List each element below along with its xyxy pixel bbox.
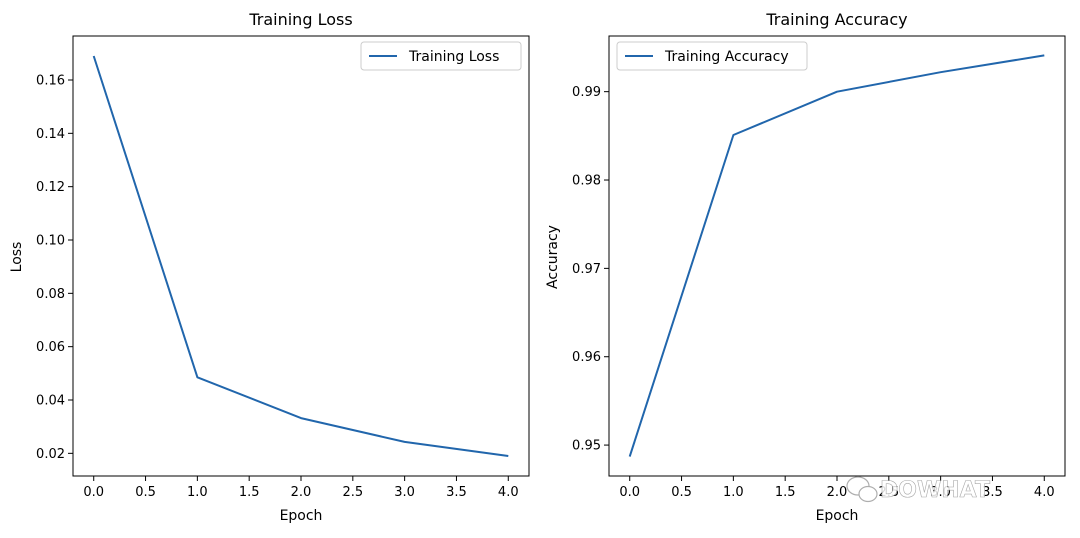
legend-box [616, 41, 808, 71]
y-axis-label: Loss [9, 242, 25, 273]
x-tick-label: 2.5 [342, 485, 363, 500]
y-tick-label: 0.96 [572, 350, 601, 365]
legend: Training Loss [360, 41, 522, 71]
x-tick-label: 0.5 [671, 485, 692, 500]
x-tick-label: 2.0 [827, 485, 848, 500]
x-tick-label: 0.0 [619, 485, 640, 500]
x-tick-label: 1.0 [187, 485, 208, 500]
x-axis-label: Epoch [280, 508, 323, 524]
y-tick-label: 0.16 [36, 74, 65, 89]
x-tick-label: 3.0 [394, 485, 415, 500]
plot-area: 0.0 0.5 1.0 1.5 2.0 2.5 3.0 3.5 4.0 0.95 0.96 0.97 0… [572, 35, 1066, 500]
legend-label: Training Accuracy [664, 49, 789, 65]
y-tick-label: 0.10 [36, 234, 65, 249]
x-tick-label: 3.0 [930, 485, 951, 500]
series-line [628, 54, 1045, 457]
wechat-logo-icon [846, 476, 878, 503]
y-tick-label: 0.02 [36, 447, 65, 462]
y-tick-label: 0.99 [572, 85, 601, 100]
x-tick-label: 2.0 [291, 485, 312, 500]
y-tick-label: 0.98 [572, 174, 601, 189]
watermark: DOWHAT [846, 476, 990, 503]
axes-frame [608, 35, 1066, 477]
chart-title: Training Loss [248, 10, 352, 29]
watermark-text: DOWHAT [880, 478, 990, 503]
x-tick-label: 1.5 [775, 485, 796, 500]
x-tick-label: 4.0 [1034, 485, 1055, 500]
chart-title: Training Accuracy [765, 10, 907, 29]
x-tick-label: 0.0 [83, 485, 104, 500]
y-tick-label: 0.04 [36, 394, 65, 409]
x-tick-label: 0.5 [135, 485, 156, 500]
y-tick-label: 0.14 [36, 127, 65, 142]
x-tick-label: 4.0 [498, 485, 519, 500]
series-line [92, 55, 509, 457]
x-tick-label: 1.5 [239, 485, 260, 500]
y-tick-label: 0.97 [572, 262, 601, 277]
axes-frame [72, 35, 530, 477]
x-tick-label: 1.0 [723, 485, 744, 500]
y-axis-label: Accuracy [545, 225, 561, 289]
x-tick-label: 2.5 [878, 485, 899, 500]
plot-area: 0.0 0.5 1.0 1.5 2.0 2.5 3.0 3.5 4.0 0.02 0.04 0.06 0… [36, 35, 530, 500]
y-tick-label: 0.12 [36, 180, 65, 195]
legend-label: Training Loss [408, 49, 499, 65]
y-tick-label: 0.08 [36, 287, 65, 302]
x-tick-label: 3.5 [982, 485, 1003, 500]
loss-chart: Training Loss Epoch Loss 0.0 0.5 1.0 1.5 2.0… [9, 10, 530, 524]
legend-box [360, 41, 522, 71]
legend: Training Accuracy [616, 41, 808, 71]
y-tick-label: 0.06 [36, 340, 65, 355]
x-tick-label: 3.5 [446, 485, 467, 500]
y-tick-label: 0.95 [572, 439, 601, 454]
x-axis-label: Epoch [816, 508, 859, 524]
accuracy-chart: Training Accuracy Epoch Accuracy 0.0 0.5 1… [545, 10, 1066, 524]
